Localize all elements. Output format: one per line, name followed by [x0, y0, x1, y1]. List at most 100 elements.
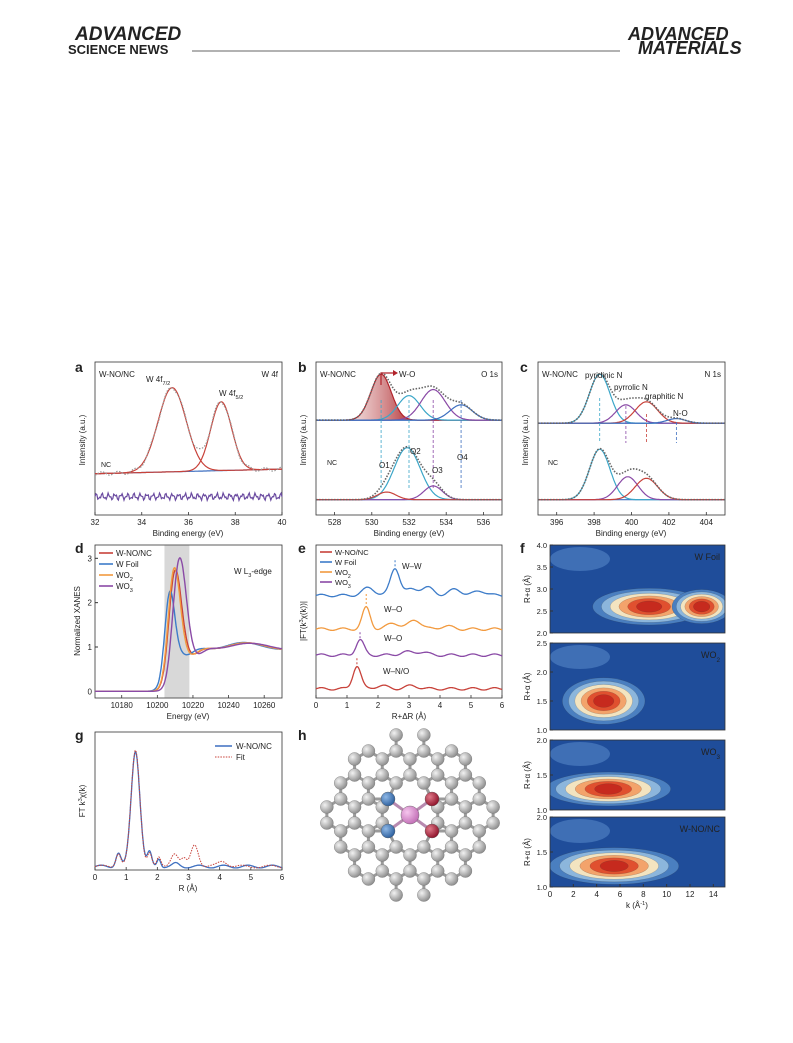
- label: FT k3χ(k): [78, 784, 87, 817]
- atom: [458, 864, 473, 878]
- x-tick-label: 10220: [182, 701, 205, 710]
- wavelet-map: [550, 740, 725, 810]
- label: WO3: [701, 747, 721, 761]
- y-tick-label: 2.0: [537, 668, 547, 677]
- label-part: FT k: [78, 800, 87, 817]
- label: Binding energy (eV): [153, 529, 224, 538]
- x-tick-label: 536: [477, 518, 491, 527]
- atom: [361, 872, 376, 886]
- label: |FT(k3χ(k))|: [299, 601, 308, 641]
- panel-letter: e: [298, 540, 306, 556]
- label-part: 3: [130, 588, 133, 594]
- label: WO3: [335, 578, 351, 590]
- curve: [538, 447, 725, 501]
- label-part: 3: [299, 619, 305, 622]
- label-part: ): [645, 901, 648, 910]
- label: WO2: [116, 571, 133, 583]
- label-part: 5/2: [235, 395, 243, 401]
- atom: [444, 776, 459, 790]
- atom: [375, 768, 389, 782]
- label: NC: [101, 462, 111, 469]
- label: Fit: [236, 753, 246, 762]
- atom: [375, 864, 389, 878]
- x-tick-label: 10260: [253, 701, 276, 710]
- y-tick-label: 2.5: [537, 607, 547, 616]
- x-tick-label: 3: [407, 701, 412, 710]
- x-tick-label: 0: [93, 873, 98, 882]
- y-tick-label: 1.0: [537, 806, 547, 815]
- arrow-head: [393, 370, 398, 376]
- label-part: WO: [116, 571, 130, 580]
- wavelet-map: [550, 643, 725, 730]
- atom: [403, 768, 417, 782]
- label: W–N/O: [383, 667, 409, 676]
- x-tick-label: 404: [700, 518, 714, 527]
- label-part: W 4f: [219, 389, 236, 398]
- x-tick-label: 6: [500, 701, 505, 710]
- label: W L3-edge: [234, 567, 272, 579]
- atom: [347, 864, 362, 878]
- atom: [380, 791, 396, 807]
- atom: [334, 824, 348, 838]
- atom: [320, 816, 334, 830]
- map-bg: [550, 645, 610, 669]
- y-tick-label: 1.0: [537, 726, 547, 735]
- atom: [389, 728, 403, 742]
- label: Intensity (a.u.): [521, 414, 530, 465]
- atom: [417, 840, 431, 854]
- label-part: W-NO/NC: [116, 549, 152, 558]
- x-tick-label: 10240: [217, 701, 240, 710]
- atom: [486, 800, 500, 814]
- label: Intensity (a.u.): [78, 414, 87, 465]
- label: W–O: [384, 605, 402, 614]
- label-part: W Foil: [116, 560, 139, 569]
- x-tick-label: 400: [625, 518, 639, 527]
- x-tick-label: 398: [587, 518, 601, 527]
- curve: [95, 401, 282, 475]
- curve: [316, 373, 502, 421]
- atom: [424, 823, 440, 839]
- journal-name: ADVANCED: [627, 24, 729, 44]
- label: W-NO/NC: [99, 370, 135, 379]
- y-tick-label: 3.5: [537, 563, 547, 572]
- label: W-NO/NC: [116, 549, 152, 558]
- label: Binding energy (eV): [374, 529, 445, 538]
- label: W-NO/NC: [236, 742, 272, 751]
- atom: [472, 792, 486, 806]
- x-tick-label: 534: [440, 518, 454, 527]
- label: W Foil: [335, 558, 357, 567]
- atom: [431, 864, 445, 878]
- atom: [361, 776, 376, 790]
- y-tick-label: 1.5: [537, 771, 547, 780]
- atom: [334, 792, 348, 806]
- plot-frame: [94, 361, 283, 516]
- label-part: W Foil: [695, 552, 721, 562]
- y-tick-label: 2.0: [537, 736, 547, 745]
- label-part: χ(k))|: [299, 601, 308, 619]
- wavelet-map: [550, 817, 725, 887]
- x-tick-label: 40: [278, 518, 287, 527]
- atom: [417, 776, 431, 790]
- y-tick-label: 0: [88, 687, 93, 696]
- peak-fill: [316, 374, 419, 421]
- x-tick-label: 528: [328, 518, 342, 527]
- label: WO3: [116, 582, 133, 594]
- atom: [417, 872, 431, 886]
- y-tick-label: 1: [88, 643, 93, 652]
- x-tick-label: 5: [249, 873, 254, 882]
- atom: [389, 888, 403, 902]
- atom: [431, 848, 445, 862]
- y-tick-label: 3.0: [537, 585, 547, 594]
- curve: [94, 751, 283, 869]
- x-tick-label: 10200: [146, 701, 169, 710]
- arrow: [380, 372, 393, 385]
- label-part: χ(k): [78, 784, 87, 798]
- label-part: 3: [348, 584, 351, 590]
- x-tick-label: 0: [314, 701, 319, 710]
- x-tick-label: 402: [662, 518, 676, 527]
- curve: [95, 557, 283, 692]
- atom: [389, 872, 403, 886]
- label-part: W L: [234, 567, 249, 576]
- atom: [347, 768, 362, 782]
- atom: [400, 805, 420, 825]
